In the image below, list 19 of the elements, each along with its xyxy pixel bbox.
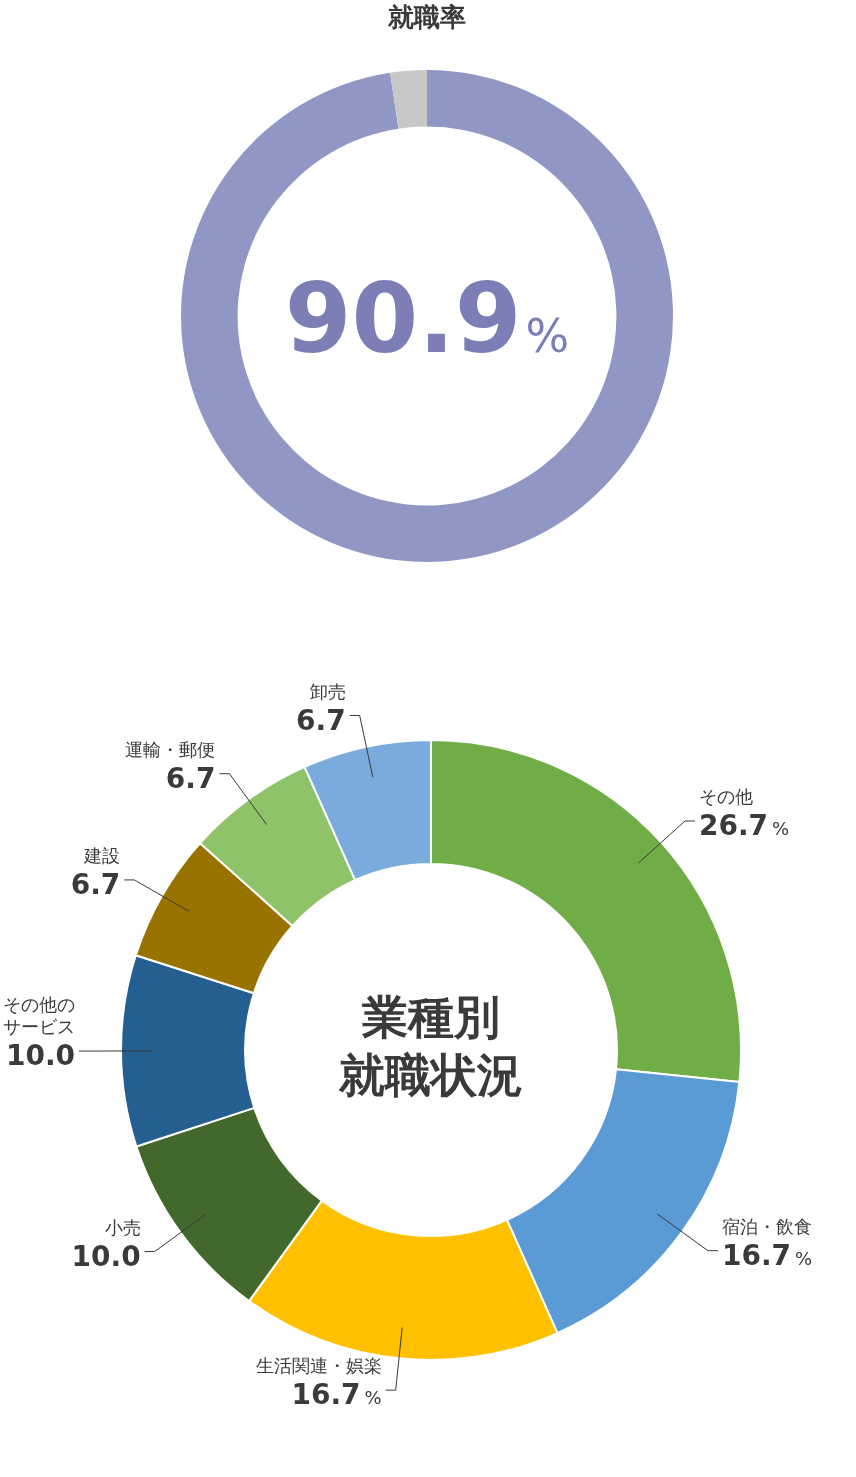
data-label: 16.7% bbox=[721, 1238, 813, 1272]
slice-label: 卸売 bbox=[309, 680, 346, 702]
slice-label: 建設 bbox=[83, 844, 121, 866]
slice-label: 生活関連・娯楽 bbox=[255, 1355, 382, 1377]
slice-label: 運輸・郵便 bbox=[125, 738, 216, 760]
slice-label: 宿泊・飲食 bbox=[721, 1215, 812, 1237]
data-label: 16.7% bbox=[291, 1378, 382, 1412]
data-label: 6.7 bbox=[296, 703, 346, 737]
data-label: 10.0 bbox=[5, 1039, 76, 1073]
data-label: 10.0 bbox=[71, 1239, 141, 1273]
text: 90.9% bbox=[284, 263, 570, 375]
chart-title: 就職率 bbox=[387, 1, 466, 32]
slice-label: その他 bbox=[699, 786, 754, 807]
data-label: 6.7 bbox=[70, 867, 121, 901]
slice-label: 小売 bbox=[104, 1216, 141, 1238]
text: 業種別就職状況 bbox=[338, 989, 523, 1102]
slice-label: その他のサービス bbox=[3, 994, 75, 1038]
data-label: 26.7% bbox=[699, 809, 790, 842]
data-label: 6.7 bbox=[165, 761, 216, 795]
